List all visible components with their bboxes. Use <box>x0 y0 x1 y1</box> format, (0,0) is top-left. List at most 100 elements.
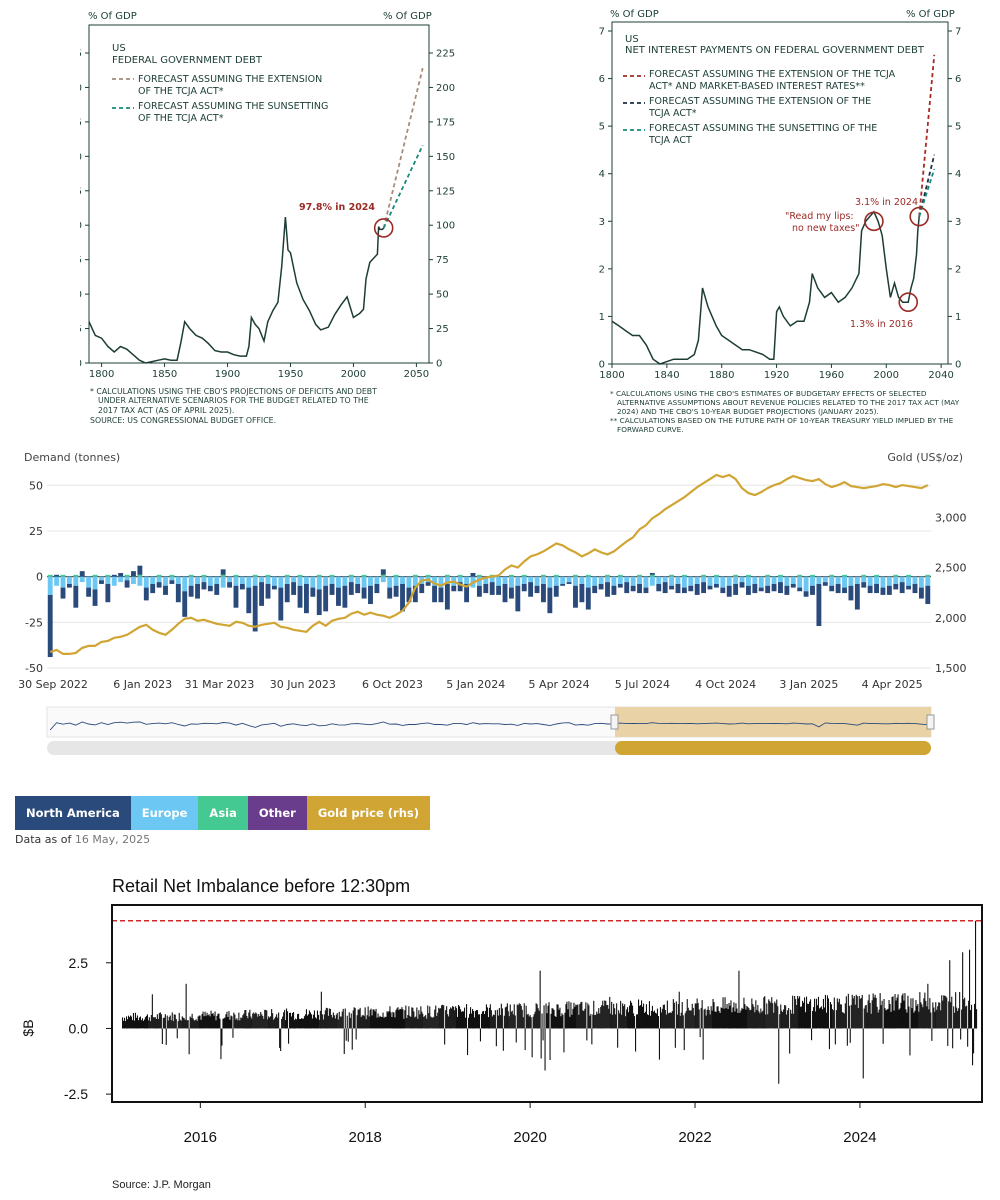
imbalance-bar <box>595 1014 597 1029</box>
x-tick-label: 31 Mar 2023 <box>185 678 255 691</box>
imbalance-bar <box>540 1028 542 1059</box>
highlight-circle-2024 <box>909 206 930 227</box>
left-axis-title: Demand (tonnes) <box>24 451 120 464</box>
imbalance-bar <box>489 1004 491 1029</box>
bar-north-america <box>259 582 265 606</box>
bar-europe <box>835 576 841 584</box>
imbalance-bar <box>468 1017 470 1029</box>
imbalance-bar <box>426 1018 428 1029</box>
legend-north-america[interactable]: North America <box>15 796 131 830</box>
bar-north-america <box>207 585 213 592</box>
imbalance-bar <box>836 998 838 1029</box>
imbalance-bar <box>276 1014 278 1029</box>
footnote-line2: ALTERNATIVE ASSUMPTIONS ABOUT REVENUE PO… <box>617 398 960 407</box>
bar-europe <box>143 576 149 588</box>
imbalance-bar <box>722 997 724 1029</box>
imbalance-bar <box>700 1007 702 1029</box>
range-navigator[interactable] <box>46 706 935 755</box>
imbalance-bar <box>302 1018 304 1029</box>
imbalance-bar <box>409 1015 411 1029</box>
legend-asia[interactable]: Asia <box>198 796 248 830</box>
bar-north-america <box>912 583 918 594</box>
imbalance-bar <box>931 1028 933 1041</box>
navigator-right-handle[interactable] <box>926 714 935 730</box>
imbalance-bar <box>635 1028 637 1052</box>
bar-north-america <box>111 574 117 577</box>
navigator-selected-range[interactable] <box>615 707 931 737</box>
imbalance-bar <box>914 1010 916 1029</box>
bar-north-america <box>617 583 623 588</box>
imbalance-bar <box>512 1014 514 1029</box>
bar-north-america <box>278 587 284 621</box>
bar-north-america <box>624 582 630 594</box>
y-tick-label-right: 7 <box>955 27 961 38</box>
imbalance-bar <box>814 998 816 1029</box>
imbalance-bar <box>901 995 903 1029</box>
x-tick-label: 2018 <box>349 1129 382 1146</box>
scrollbar-thumb[interactable] <box>615 741 931 755</box>
imbalance-bar <box>657 1016 659 1029</box>
imbalance-bar <box>629 1005 631 1029</box>
legend-other[interactable]: Other <box>247 796 307 830</box>
y-tick-label-right: 125 <box>436 186 455 197</box>
imbalance-bar <box>612 1014 614 1029</box>
bar-europe <box>111 576 117 586</box>
imbalance-bar <box>625 1016 627 1029</box>
bar-north-america <box>425 582 431 586</box>
x-tick-label: 2024 <box>843 1129 876 1146</box>
imbalance-bar <box>296 1019 298 1029</box>
imbalance-bar <box>794 996 796 1029</box>
imbalance-bar <box>207 1015 209 1029</box>
imbalance-bar <box>399 1008 401 1029</box>
imbalance-bar <box>622 1003 624 1029</box>
y-tick-label-left: 200 <box>80 83 82 94</box>
imbalance-bar <box>756 1009 758 1029</box>
y-tick-label-left: 0 <box>80 359 82 370</box>
imbalance-bar <box>125 1021 127 1029</box>
imbalance-bar <box>656 1008 658 1029</box>
legend-europe[interactable]: Europe <box>130 796 199 830</box>
imbalance-bar <box>306 1015 308 1029</box>
bar-asia <box>47 574 53 577</box>
bar-europe <box>483 576 489 584</box>
imbalance-bar <box>136 1015 138 1029</box>
imbalance-bar <box>374 1011 376 1029</box>
bar-north-america <box>368 585 373 605</box>
imbalance-bar <box>264 1009 266 1029</box>
imbalance-bar <box>638 999 640 1029</box>
imbalance-bar <box>626 1009 628 1029</box>
imbalance-bar <box>257 1016 259 1029</box>
imbalance-bar <box>355 1028 357 1040</box>
imbalance-bar <box>146 1014 148 1029</box>
navigator-left-handle[interactable] <box>610 714 619 730</box>
imbalance-bar <box>888 1000 890 1029</box>
bar-europe <box>605 576 610 583</box>
bar-europe <box>624 576 630 583</box>
bar-europe <box>207 576 213 586</box>
imbalance-bar <box>608 1008 610 1029</box>
legend-gold-price[interactable]: Gold price (rhs) <box>306 796 431 830</box>
bar-asia <box>925 574 931 577</box>
imbalance-bar <box>128 1015 130 1029</box>
imbalance-bar <box>842 1012 844 1029</box>
y-tick-label: -25 <box>25 616 43 629</box>
imbalance-bar <box>494 1010 496 1029</box>
bar-europe <box>227 576 232 583</box>
x-tick-label: 1900 <box>215 369 240 380</box>
imbalance-bar <box>852 998 854 1029</box>
imbalance-bar <box>556 1004 558 1029</box>
imbalance-bar <box>134 1012 136 1029</box>
imbalance-bar <box>161 1028 163 1044</box>
imbalance-bar <box>532 1016 534 1029</box>
imbalance-bar <box>890 1011 892 1029</box>
imbalance-bar <box>271 1009 273 1029</box>
imbalance-bar <box>753 1006 755 1029</box>
imbalance-bar <box>324 1010 326 1029</box>
imbalance-bar <box>221 1028 223 1046</box>
imbalance-bar <box>492 1014 494 1029</box>
imbalance-bar <box>596 1011 598 1029</box>
bar-europe <box>656 576 662 584</box>
bar-europe <box>73 576 79 586</box>
imbalance-bar <box>212 1013 214 1029</box>
imbalance-bar <box>883 999 885 1029</box>
